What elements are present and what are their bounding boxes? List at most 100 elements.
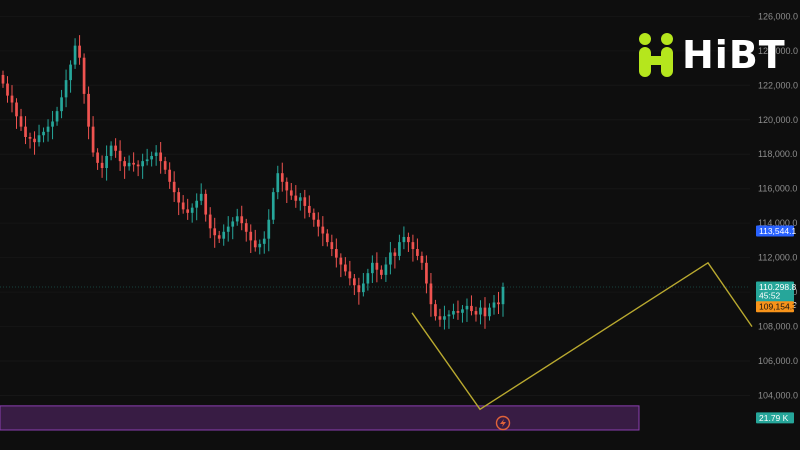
- candle-body: [222, 231, 226, 239]
- candle-body: [294, 195, 298, 201]
- candle-body: [465, 305, 469, 310]
- y-tick-label: 114,000.0: [758, 218, 797, 228]
- candle-body: [298, 197, 302, 201]
- candle-body: [483, 307, 487, 317]
- candle-body: [384, 264, 388, 275]
- candle-body: [181, 202, 185, 210]
- candle-body: [42, 131, 45, 136]
- candle-body: [353, 278, 356, 286]
- candle-body: [244, 223, 248, 232]
- y-tick-label: 118,000.0: [758, 149, 797, 159]
- candle-body: [132, 162, 135, 165]
- candle-body: [438, 316, 442, 320]
- candle-body: [78, 45, 81, 58]
- candle-body: [235, 216, 239, 222]
- candle-body: [69, 64, 72, 81]
- candle-body: [312, 212, 316, 220]
- candle-body: [492, 302, 496, 308]
- candle-body: [105, 155, 108, 169]
- candle-body: [55, 111, 59, 122]
- candle-body: [91, 126, 95, 153]
- candle-body: [109, 145, 113, 156]
- candle-body: [334, 249, 338, 258]
- candle-body: [307, 205, 311, 213]
- candle-body: [204, 193, 208, 215]
- candle-body: [348, 271, 352, 279]
- candle-body: [325, 233, 329, 243]
- y-tick-label: 126,000.0: [758, 11, 798, 21]
- candle-body: [118, 150, 122, 162]
- candle-body: [10, 95, 14, 103]
- price-tag: 45:52: [756, 290, 794, 302]
- candle-body: [429, 283, 433, 305]
- candle-body: [362, 283, 365, 293]
- candle-body: [249, 231, 253, 241]
- candle-body: [393, 252, 397, 256]
- candle-body: [461, 309, 464, 313]
- candle-body: [375, 262, 379, 270]
- candle-body: [267, 219, 271, 239]
- brand-logo: HiBT: [636, 30, 786, 80]
- support-zone: [0, 405, 640, 431]
- candle-body: [208, 214, 212, 229]
- y-tick-label: 122,000.0: [758, 80, 798, 90]
- candle-body: [51, 121, 54, 127]
- candle-body: [213, 228, 217, 236]
- candle-body: [46, 126, 50, 132]
- price-tag-bg: [756, 412, 794, 424]
- candle-body: [186, 209, 190, 213]
- candle-body: [159, 152, 163, 162]
- candle-body: [321, 226, 325, 234]
- candle-body: [280, 173, 284, 182]
- candle-body: [425, 262, 428, 284]
- y-tick-label: 124,000.0: [758, 46, 798, 56]
- candle-body: [452, 311, 455, 315]
- candle-body: [289, 190, 293, 196]
- candle-body: [262, 238, 266, 244]
- candle-body: [380, 269, 383, 275]
- price-tag-label: 109,154.3: [759, 302, 797, 312]
- candle-body: [82, 57, 86, 94]
- candle-body: [168, 169, 172, 182]
- candle-body: [33, 138, 36, 143]
- candle-body: [226, 226, 230, 232]
- candle-body: [411, 242, 415, 250]
- candle-body: [60, 97, 63, 112]
- bolt-icon[interactable]: [495, 415, 511, 431]
- candle-body: [271, 192, 275, 220]
- price-tag-label: 45:52: [759, 291, 781, 301]
- candle-body: [316, 219, 320, 227]
- candlestick-series: [1, 35, 505, 330]
- candle-body: [416, 249, 419, 256]
- candle-body: [37, 135, 41, 143]
- candle-body: [127, 162, 131, 167]
- candle-body: [371, 262, 374, 274]
- grid-lines: [0, 15, 750, 397]
- candle-body: [28, 136, 32, 139]
- price-tag-label: 113,544.1: [759, 226, 796, 236]
- candle-body: [172, 181, 176, 193]
- candle-body: [357, 285, 361, 293]
- price-tag-label: 110,298.8: [759, 282, 796, 292]
- candle-body: [456, 311, 460, 313]
- price-tag: 113,544.1: [756, 225, 796, 237]
- candle-body: [190, 207, 194, 213]
- price-tag-bg: [756, 225, 794, 237]
- candle-body: [276, 173, 280, 193]
- price-tag: 110,298.8: [756, 281, 796, 293]
- candle-body: [150, 155, 153, 160]
- candle-body: [303, 197, 307, 206]
- candle-body: [231, 221, 235, 227]
- candle-body: [100, 162, 104, 169]
- candle-body: [330, 242, 334, 250]
- candle-body: [479, 307, 482, 315]
- candle-body: [402, 236, 406, 243]
- candle-body: [195, 200, 199, 208]
- candle-body: [443, 316, 446, 320]
- price-tag: 109,154.3: [756, 301, 797, 313]
- brand-name: HiBT: [682, 33, 786, 77]
- candle-body: [154, 152, 158, 156]
- candle-body: [258, 243, 262, 248]
- candle-body: [285, 181, 289, 191]
- candle-body: [123, 161, 126, 167]
